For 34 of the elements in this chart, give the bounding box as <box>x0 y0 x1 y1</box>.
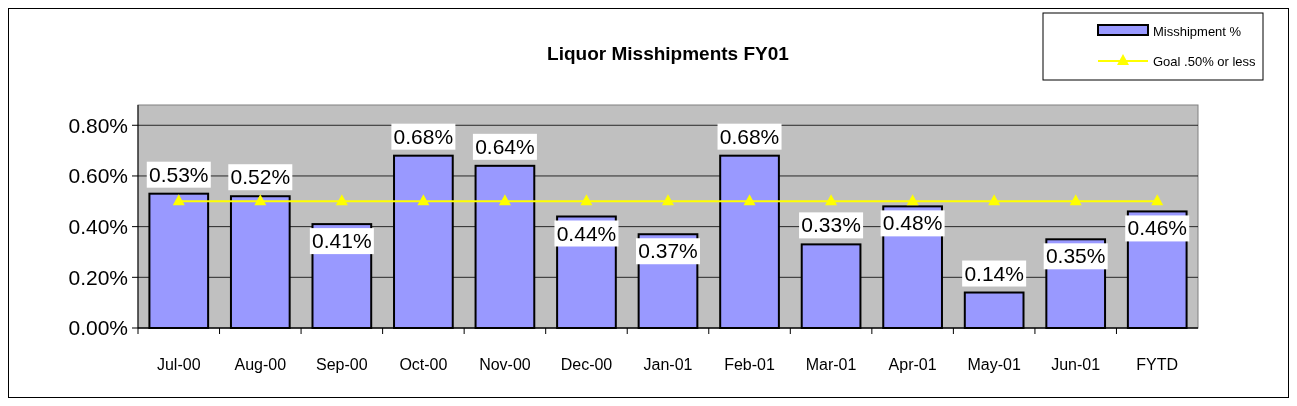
x-tick-label: FYTD <box>1136 356 1179 373</box>
data-label: 0.53% <box>149 162 209 186</box>
x-tick-label: Jun-01 <box>1051 356 1101 373</box>
data-label: 0.35% <box>1045 244 1106 268</box>
data-label: 0.48% <box>882 211 943 235</box>
x-tick-label: Mar-01 <box>805 356 857 373</box>
x-tick-label: Dec-00 <box>560 356 613 373</box>
data-label: 0.33% <box>801 213 861 237</box>
legend-label: Goal .50% or less <box>1153 54 1257 69</box>
data-label: 0.68% <box>393 124 454 148</box>
data-label: 0.64% <box>475 134 535 158</box>
y-tick-label: 0.20% <box>68 265 128 289</box>
data-label: 0.41% <box>312 229 372 253</box>
x-tick-label: Jul-00 <box>156 356 201 373</box>
y-tick-label: 0.60% <box>68 164 128 188</box>
data-label: 0.46% <box>1127 216 1187 240</box>
y-tick-label: 0.40% <box>68 214 128 238</box>
data-label: 0.68% <box>719 124 780 148</box>
data-label: 0.44% <box>556 221 617 245</box>
x-tick-label: Oct-00 <box>399 356 448 373</box>
y-tick-label: 0.80% <box>68 113 128 137</box>
data-label: 0.37% <box>638 239 698 263</box>
legend-label: Misshipment % <box>1153 24 1242 39</box>
y-tick-label: 0.00% <box>68 316 128 340</box>
data-label: 0.14% <box>964 261 1024 285</box>
x-tick-label: Nov-00 <box>479 356 531 373</box>
x-tick-label: Apr-01 <box>888 356 937 373</box>
x-tick-label: Sep-00 <box>316 356 368 373</box>
x-tick-label: May-01 <box>967 356 1021 373</box>
x-tick-label: Feb-01 <box>724 356 775 373</box>
chart-title: Liquor Misshipments FY01 <box>547 43 790 64</box>
x-tick-label: Jan-01 <box>643 356 693 373</box>
x-tick-label: Aug-00 <box>234 356 287 373</box>
data-label: 0.52% <box>230 165 291 189</box>
